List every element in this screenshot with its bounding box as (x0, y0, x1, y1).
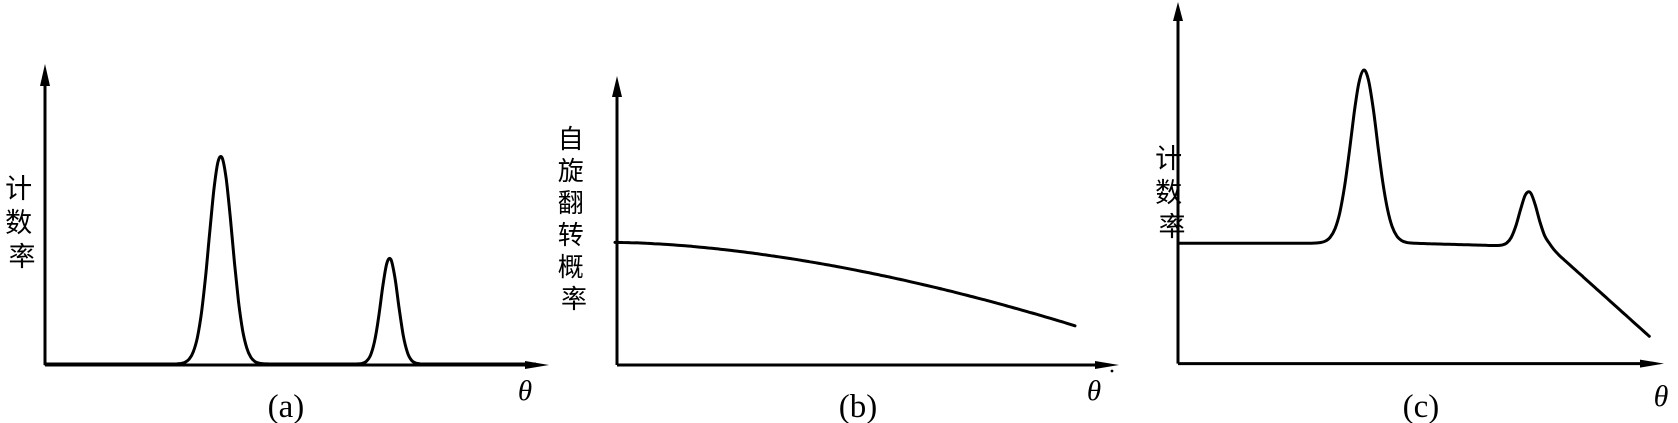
svg-text:自 旋 翻 转 概: 自 旋 翻 转 概 率 (558, 125, 591, 314)
svg-text:计 数 率: 计 数 率 (5, 174, 39, 272)
svg-text:θ: θ (1654, 380, 1669, 413)
svg-text:(b): (b) (839, 389, 877, 423)
svg-text:计 数 率: 计 数 率 (1155, 144, 1189, 242)
svg-text:(c): (c) (1403, 389, 1440, 423)
svg-text:θ: θ (1087, 375, 1101, 407)
svg-text:θ: θ (518, 375, 532, 407)
svg-text:(a): (a) (268, 389, 305, 423)
